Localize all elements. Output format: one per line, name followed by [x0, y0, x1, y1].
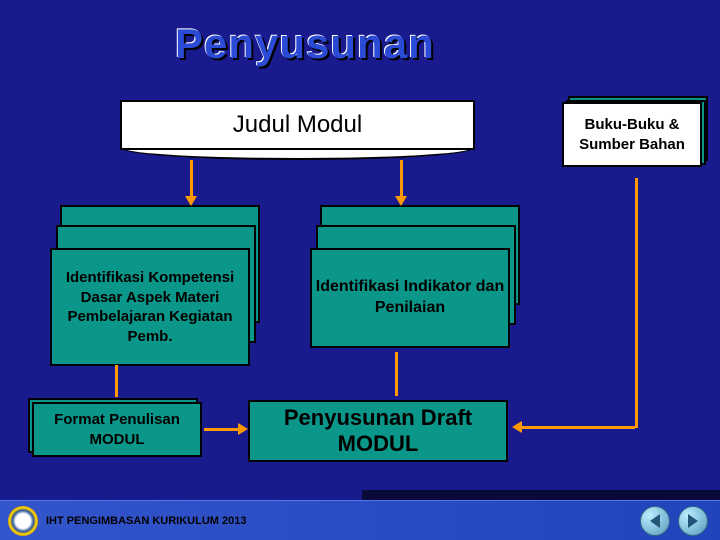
identifikasi-indikator-box: Identifikasi Indikator dan Penilaian — [310, 248, 510, 348]
format-label: Format Penulisan MODUL — [34, 410, 200, 449]
connector-right-down — [395, 352, 398, 396]
slide-title: Penyusunan — [175, 20, 435, 68]
buku-label: Buku-Buku & Sumber Bahan — [564, 115, 700, 154]
ministry-logo-icon — [8, 506, 38, 536]
arrow-down-right — [400, 160, 403, 198]
ident-right-label: Identifikasi Indikator dan Penilaian — [312, 277, 508, 319]
penyusunan-label: Penyusunan Draft MODUL — [250, 405, 506, 458]
connector-buku-down — [635, 178, 638, 428]
nav-next-button[interactable] — [678, 506, 708, 536]
identifikasi-kompetensi-box: Identifikasi Kompetensi Dasar Aspek Mate… — [50, 248, 250, 366]
nav-prev-button[interactable] — [640, 506, 670, 536]
ident-left-label: Identifikasi Kompetensi Dasar Aspek Mate… — [52, 268, 248, 346]
judul-modul-box: Judul Modul — [120, 100, 475, 150]
footer-text: IHT PENGIMBASAN KURIKULUM 2013 — [46, 515, 246, 527]
bottom-track — [362, 490, 720, 500]
arrow-down-left — [190, 160, 193, 198]
chevron-right-icon — [688, 514, 698, 528]
connector-buku-left — [520, 426, 635, 429]
chevron-left-icon — [650, 514, 660, 528]
judul-label: Judul Modul — [233, 111, 362, 139]
arrow-format-to-penyusunan — [204, 428, 240, 431]
footer-bar: IHT PENGIMBASAN KURIKULUM 2013 — [0, 500, 720, 540]
buku-sumber-box: Buku-Buku & Sumber Bahan — [562, 102, 702, 167]
connector-left-down — [115, 365, 118, 397]
format-penulisan-box: Format Penulisan MODUL — [32, 402, 202, 457]
penyusunan-draft-box: Penyusunan Draft MODUL — [248, 400, 508, 462]
